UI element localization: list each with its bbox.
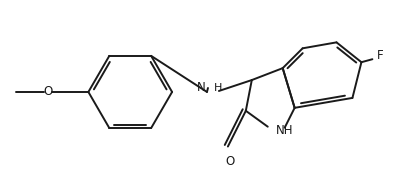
Text: O: O [43,85,52,98]
Text: NH: NH [276,124,293,137]
Text: H: H [214,83,222,93]
Text: F: F [377,49,384,62]
Text: N: N [197,81,206,94]
Text: O: O [225,155,235,168]
